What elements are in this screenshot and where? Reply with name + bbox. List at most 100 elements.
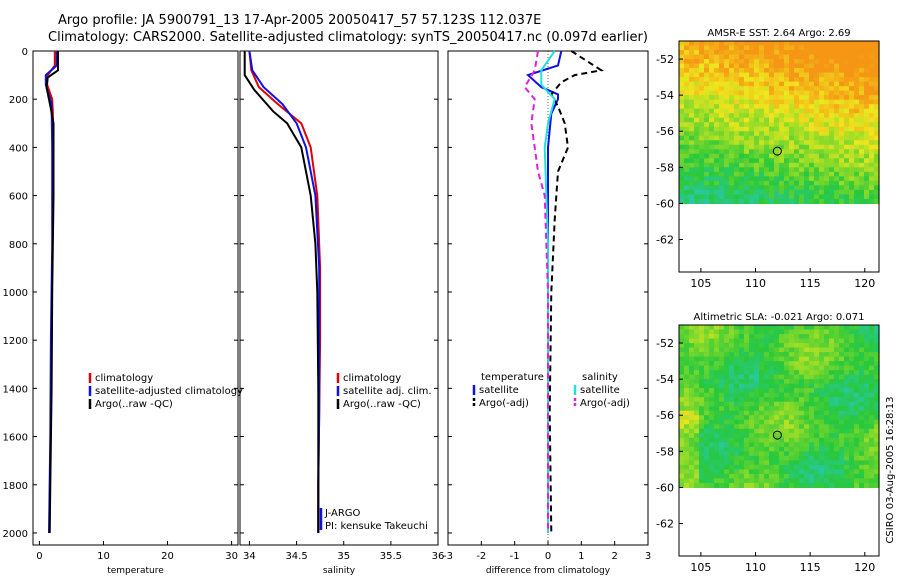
heatmap-cell xyxy=(704,451,710,457)
heatmap-cell xyxy=(709,356,715,362)
heatmap-cell xyxy=(819,374,825,380)
heatmap-cells-sst-map xyxy=(679,41,880,205)
heatmap-cell xyxy=(764,388,770,394)
heatmap-cell xyxy=(684,122,690,128)
heatmap-cell xyxy=(789,347,795,353)
heatmap-cell xyxy=(764,428,770,434)
heatmap-cell xyxy=(704,347,710,353)
heatmap-cell xyxy=(819,90,825,96)
heatmap-cell xyxy=(789,446,795,452)
heatmap-cell xyxy=(679,401,685,407)
heatmap-cell xyxy=(854,464,860,470)
heatmap-cell xyxy=(779,437,785,443)
heatmap-cell xyxy=(679,189,685,195)
heatmap-cell xyxy=(694,41,700,47)
heatmap-cell xyxy=(789,113,795,119)
heatmap-cell xyxy=(709,50,715,56)
heatmap-cell xyxy=(724,473,730,479)
heatmap-cell xyxy=(759,81,765,87)
heatmap-cell xyxy=(849,401,855,407)
heatmap-cell xyxy=(779,167,785,173)
heatmap-cell xyxy=(854,194,860,200)
heatmap-cell xyxy=(789,189,795,195)
heatmap-cell xyxy=(769,455,775,461)
heatmap-cell xyxy=(859,113,865,119)
heatmap-cell xyxy=(809,379,815,385)
heatmap-cell xyxy=(829,95,835,101)
heatmap-cell xyxy=(844,415,850,421)
heatmap-cell xyxy=(764,176,770,182)
heatmap-cell xyxy=(719,189,725,195)
heatmap-cell xyxy=(734,90,740,96)
heatmap-cell xyxy=(834,41,840,47)
heatmap-cell xyxy=(824,135,830,141)
heatmap-cell xyxy=(874,180,880,186)
heatmap-cell xyxy=(849,442,855,448)
heatmap-cell xyxy=(759,437,765,443)
heatmap-cell xyxy=(699,469,705,475)
heatmap-cell xyxy=(724,455,730,461)
heatmap-cell xyxy=(829,45,835,51)
heatmap-cell xyxy=(839,478,845,484)
heatmap-cell xyxy=(804,167,810,173)
heatmap-cell xyxy=(734,437,740,443)
heatmap-cell xyxy=(854,54,860,60)
heatmap-cell xyxy=(864,63,870,69)
heatmap-cell xyxy=(729,113,735,119)
heatmap-cell xyxy=(774,149,780,155)
heatmap-cell xyxy=(769,352,775,358)
heatmap-cell xyxy=(714,95,720,101)
heatmap-cell xyxy=(759,338,765,344)
heatmap-cell xyxy=(824,68,830,74)
heatmap-cell xyxy=(694,478,700,484)
heatmap-cell xyxy=(789,343,795,349)
heatmap-cell xyxy=(739,180,745,186)
heatmap-cell xyxy=(759,90,765,96)
heatmap-cell xyxy=(789,41,795,47)
heatmap-cell xyxy=(709,361,715,367)
heatmap-cell xyxy=(724,406,730,412)
heatmap-cell xyxy=(749,176,755,182)
heatmap-cell xyxy=(804,464,810,470)
heatmap-cell xyxy=(779,86,785,92)
heatmap-cell xyxy=(714,379,720,385)
heatmap-cell xyxy=(689,446,695,452)
heatmap-cell xyxy=(864,338,870,344)
heatmap-cell xyxy=(819,343,825,349)
heatmap-cell xyxy=(829,446,835,452)
heatmap-cell xyxy=(684,392,690,398)
heatmap-cell xyxy=(789,140,795,146)
heatmap-cell xyxy=(714,41,720,47)
heatmap-cell xyxy=(679,162,685,168)
heatmap-cell xyxy=(819,108,825,114)
heatmap-cell xyxy=(789,99,795,105)
heatmap-cell xyxy=(794,388,800,394)
heatmap-cell xyxy=(804,149,810,155)
heatmap-cell xyxy=(809,338,815,344)
heatmap-cell xyxy=(799,77,805,83)
heatmap-cell xyxy=(764,325,770,331)
heatmap-cell xyxy=(689,104,695,110)
heatmap-cell xyxy=(774,473,780,479)
heatmap-cell xyxy=(694,401,700,407)
heatmap-cell xyxy=(759,189,765,195)
heatmap-cell xyxy=(874,406,880,412)
heatmap-cell xyxy=(764,41,770,47)
heatmap-cell xyxy=(734,370,740,376)
heatmap-cell xyxy=(779,460,785,466)
heatmap-cell xyxy=(854,343,860,349)
heatmap-cell xyxy=(864,99,870,105)
heatmap-cell xyxy=(734,482,740,489)
heatmap-cell xyxy=(849,108,855,114)
heatmap-cell xyxy=(759,153,765,159)
heatmap-cell xyxy=(839,144,845,150)
heatmap-cell xyxy=(834,117,840,123)
heatmap-cell xyxy=(749,149,755,155)
heatmap-cell xyxy=(824,352,830,358)
heatmap-cell xyxy=(874,419,880,425)
heatmap-cell xyxy=(789,428,795,434)
heatmap-cell xyxy=(709,162,715,168)
series-line-temperature-argo-adj- xyxy=(548,50,604,534)
heatmap-cell xyxy=(749,478,755,484)
heatmap-cell xyxy=(734,99,740,105)
